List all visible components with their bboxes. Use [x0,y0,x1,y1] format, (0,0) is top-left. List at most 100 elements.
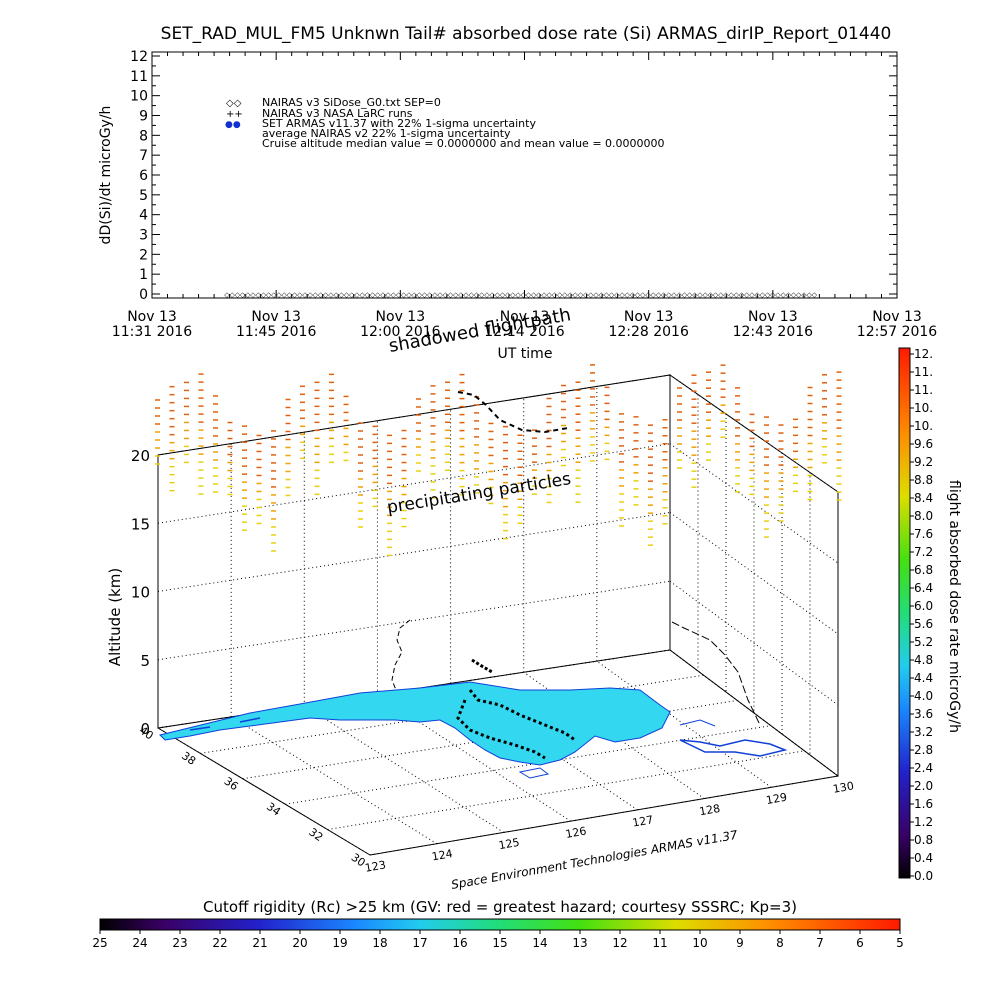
data-point: ◇ [245,291,251,299]
data-point: ◇ [547,291,553,299]
data-point: ◇ [661,291,667,299]
y-tick-label: 8 [139,128,148,144]
coast-china-islands [189,717,261,731]
data-point: ◇ [359,291,365,299]
colorbar-dose-tick-label: 0.8 [914,833,933,847]
data-point: ◇ [250,291,256,299]
altitude-tick-label: 10 [131,584,150,602]
legend: ◇◇ NAIRAS v3 SiDose_G0.txt SEP=0 ++ NAIR… [225,96,665,150]
chart-title: SET_RAD_MUL_FM5 Unknwn Tail# absorbed do… [161,24,892,44]
top-plot-frame [151,51,898,299]
data-point: ◇ [739,291,745,299]
data-point: ◇ [541,291,547,299]
data-point: ◇ [812,291,818,299]
floor-right-front-edge [369,775,839,856]
top-x-axis-label: UT time [498,346,553,362]
data-point: ◇ [328,291,334,299]
colorbar-rigidity-tick-label: 12 [612,936,627,950]
longitude-tick-label: 130 [832,779,855,795]
data-point: ◇ [333,291,339,299]
data-point: ◇ [406,291,412,299]
x-tick-label-date: Nov 13 [376,309,426,325]
data-point: ◇ [396,291,402,299]
colorbar-dose-tick-label: 3.6 [914,707,933,721]
data-point: ◇ [515,291,521,299]
colorbar-dose-tick-label: 2.8 [914,743,933,757]
data-point: ◇ [307,291,313,299]
colorbar-dose-tick-label: 8.8 [914,473,933,487]
data-point: ◇ [401,291,407,299]
data-point: ◇ [365,291,371,299]
altitude-tick-label: 15 [131,515,150,533]
data-point: ◇ [313,291,319,299]
data-point: ◇ [656,291,662,299]
data-point: ◇ [687,291,693,299]
data-point: ◇ [567,291,573,299]
data-point: ◇ [297,291,303,299]
colorbar-dose-tick-label: 8.0 [914,509,933,523]
flight-path [391,391,761,760]
x-tick-label-time: 12:28 2016 [608,324,689,340]
colorbar-dose-tick-label: 2.0 [914,779,933,793]
data-point: ◇ [671,291,677,299]
x-tick-label-time: 11:45 2016 [236,324,317,340]
colorbar-rigidity-tick-label: 20 [292,936,307,950]
colorbar-rigidity-tick-label: 24 [132,936,147,950]
colorbar-rigidity-tick-label: 14 [532,936,547,950]
data-point: ◇ [796,291,802,299]
colorbar-rigidity-ticks: 25 24 23 22 21 20 19 18 17 16 15 14 13 12 11 10 9 8 7 6 5 [92,930,904,950]
legend-entry-cruise-altitude: Cruise altitude median value = 0.0000000… [262,137,665,150]
data-point: ◇ [448,291,454,299]
altitude-axis-label: Altitude (km) [106,568,124,666]
latitude-tick-label: 32 [306,825,325,844]
top-data-points: ◇ ◇ ◇ ◇ ◇ ◇ ◇ ◇ ◇ ◇ ◇ ◇ ◇ ◇ ◇ ◇ ◇ ◇ ◇ ◇ ◇ ◇ ◇ ◇ ◇ ◇ ◇ ◇ ◇ ◇ ◇ ◇ ◇ ◇ ◇ ◇ ◇ ◇ ◇ ◇… [224,291,817,299]
colorbar-dose-tick-label: 4.4 [914,671,933,685]
data-point: ◇ [255,291,261,299]
data-point: ◇ [609,291,615,299]
altitude-tick-labels: 0 5 10 15 20 [131,447,150,738]
y-tick-label: 0 [139,287,148,303]
floor-front-edge [157,727,371,856]
y-tick-label: 7 [139,148,148,164]
data-point: ◇ [583,291,589,299]
data-point: ◇ [422,291,428,299]
x-tick-label-date: Nov 13 [624,309,674,325]
longitude-tick-label: 129 [765,791,788,807]
colorbar-dose-tick-label: 11. [914,365,933,379]
colorbar-rigidity-tick-label: 22 [212,936,227,950]
land-korea-china [159,681,671,766]
data-point: ◇ [354,291,360,299]
flight-track-top-shadow [457,391,569,434]
data-point: ◇ [489,291,495,299]
x-tick-label-date: Nov 13 [500,309,550,325]
data-point: ◇ [734,291,740,299]
data-point: ◇ [453,291,459,299]
data-point: ◇ [380,291,386,299]
data-point: ◇ [723,291,729,299]
longitude-tick-label: 124 [431,847,454,863]
data-point: ◇ [713,291,719,299]
colorbar-dose-tick-label: 11. [914,383,933,397]
colorbar-dose-tick-label: 4.0 [914,689,933,703]
data-point: ◇ [505,291,511,299]
y-tick-label: 9 [139,109,148,125]
data-point: ◇ [728,291,734,299]
x-tick-label-time: 12:00 2016 [360,324,441,340]
legend-entry-nairas-v2: average NAIRAS v2 22% 1-sigma uncertaint… [262,127,511,140]
colorbar-rigidity-tick-label: 16 [452,936,467,950]
data-point: ◇ [806,291,812,299]
longitude-tick-label: 127 [631,813,654,829]
colorbar-rigidity-tick-label: 7 [816,936,824,950]
data-point: ◇ [791,291,797,299]
data-point: ◇ [287,291,293,299]
altitude-gridline-right [669,580,839,706]
data-point: ◇ [754,291,760,299]
colorbar-rigidity [99,918,901,931]
colorbar-rigidity-tick-label: 25 [92,936,107,950]
data-point: ◇ [718,291,724,299]
data-point: ◇ [588,291,594,299]
data-point: ◇ [500,291,506,299]
colorbar-dose-tick-label: 9.2 [914,455,933,469]
altitude-tick-label: 0 [140,720,150,738]
